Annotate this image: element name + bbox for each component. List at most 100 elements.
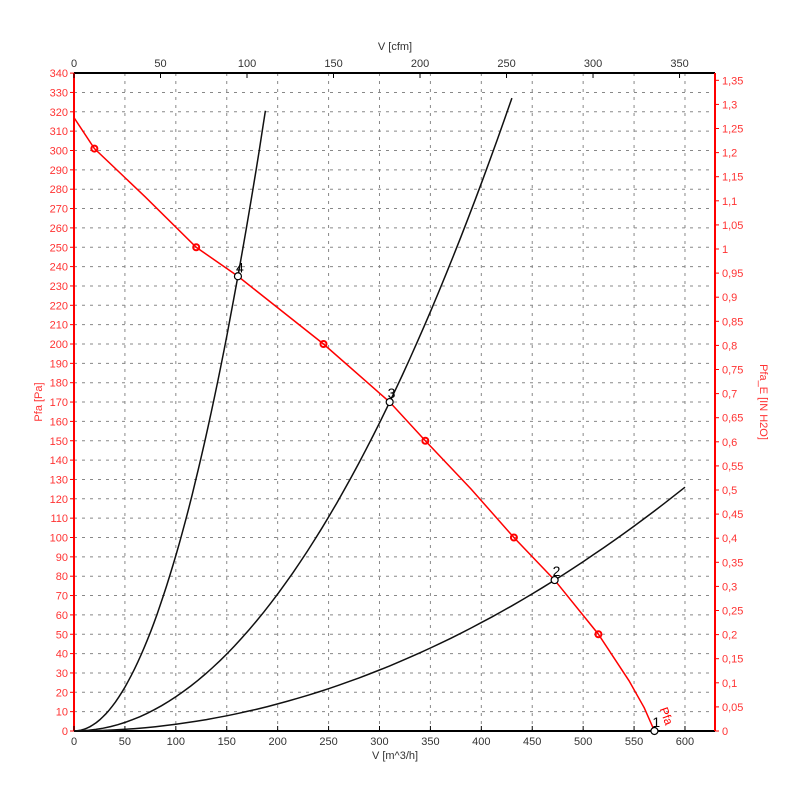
y2-tick-label: 0,6 (722, 437, 737, 449)
operating-point (385, 397, 394, 407)
y-tick-label: 300 (50, 146, 68, 158)
y-tick-label: 180 (50, 378, 68, 390)
fan-curve-marker (421, 436, 430, 445)
y2-tick-label: 0,7 (722, 389, 737, 401)
y-tick-label: 70 (56, 591, 68, 603)
x2-tick-label: 250 (497, 58, 515, 70)
y2-tick-label: 1,2 (722, 148, 737, 160)
y-tick-label: 320 (50, 107, 68, 119)
y2-tick-label: 0,3 (722, 581, 737, 593)
x-tick-label: 500 (574, 736, 592, 748)
x-tick-label: 450 (523, 736, 541, 748)
y-tick-label: 340 (50, 68, 68, 80)
x-tick-label: 100 (167, 736, 185, 748)
operating-point-label: 4 (236, 259, 244, 275)
y2-tick-label: 0,65 (722, 413, 743, 425)
y-tick-label: 250 (50, 242, 68, 254)
y-tick-label: 160 (50, 416, 68, 428)
y-tick-label: 330 (50, 87, 68, 99)
y2-tick-label: 0,5 (722, 485, 737, 497)
y2-tick-label: 0,75 (722, 365, 743, 377)
y2-tick-label: 0,1 (722, 678, 737, 690)
x-tick-label: 550 (625, 736, 643, 748)
system-curve-2 (73, 486, 686, 732)
x2-tick-label: 300 (584, 58, 602, 70)
operating-point (233, 272, 243, 281)
x2-tick-label: 100 (238, 58, 256, 70)
y-tick-label: 0 (62, 726, 68, 738)
y-tick-label: 310 (50, 126, 68, 138)
y-tick-label: 60 (56, 610, 68, 622)
y2-tick-label: 0,4 (722, 533, 737, 545)
y-tick-label: 230 (50, 281, 68, 293)
y2-tick-label: 0,85 (722, 316, 743, 328)
y-tick-label: 260 (50, 223, 68, 235)
y-tick-label: 100 (50, 533, 68, 545)
y2-tick-label: 1,3 (722, 99, 737, 111)
y2-tick-label: 1,05 (722, 220, 743, 232)
y-tick-label: 150 (50, 436, 68, 448)
operating-point (650, 726, 659, 736)
y-tick-label: 170 (50, 397, 68, 409)
fan-curve-label: Pfa (657, 705, 676, 727)
y2-tick-label: 0,25 (722, 606, 743, 618)
y2-tick-label: 1,1 (722, 196, 737, 208)
x-tick-label: 400 (472, 736, 490, 748)
y-tick-label: 220 (50, 300, 68, 312)
x2-tick-label: 50 (154, 58, 166, 70)
x-tick-label: 50 (119, 736, 131, 748)
x2-tick-label: 350 (670, 58, 688, 70)
y2-tick-label: 0,9 (722, 292, 737, 304)
y-tick-label: 240 (50, 262, 68, 274)
y-tick-label: 120 (50, 494, 68, 506)
x2-tick-label: 200 (411, 58, 429, 70)
system-curve-4 (73, 110, 267, 732)
y2-tick-label: 0,35 (722, 557, 743, 569)
y-tick-label: 50 (56, 629, 68, 641)
y2-tick-label: 0,95 (722, 268, 743, 280)
x-tick-label: 600 (676, 736, 694, 748)
fan-curve-marker (594, 630, 603, 639)
y2-tick-label: 0,55 (722, 461, 743, 473)
fan-curve-marker (90, 144, 99, 153)
y-tick-label: 270 (50, 204, 68, 216)
y-tick-label: 20 (56, 687, 68, 699)
operating-point-label: 3 (388, 385, 396, 401)
y-tick-label: 140 (50, 455, 68, 467)
operating-point-label: 2 (553, 563, 561, 579)
fan-curve-marker (509, 533, 518, 542)
y2-axis-label: Pfa_E [IN H2O] (757, 364, 769, 440)
y-tick-label: 10 (56, 707, 68, 719)
x-tick-label: 150 (218, 736, 236, 748)
y2-tick-label: 1,15 (722, 172, 743, 184)
x-tick-label: 250 (319, 736, 337, 748)
y2-tick-label: 0,15 (722, 654, 743, 666)
y2-tick-label: 0,2 (722, 630, 737, 642)
fan-curve-marker (192, 243, 201, 252)
y-tick-label: 130 (50, 474, 68, 486)
y-tick-label: 40 (56, 649, 68, 661)
fan-curve-marker (319, 340, 328, 348)
y-tick-label: 30 (56, 668, 68, 680)
y-tick-label: 200 (50, 339, 68, 351)
y2-tick-label: 1,35 (722, 75, 743, 87)
system-curve-3 (73, 97, 513, 732)
y2-tick-label: 0,8 (722, 340, 737, 352)
y2-tick-label: 1,25 (722, 124, 743, 136)
y-tick-label: 90 (56, 552, 68, 564)
x-tick-label: 0 (71, 736, 77, 748)
y-tick-label: 210 (50, 320, 68, 332)
x2-axis-label: V [cfm] (378, 41, 412, 53)
y-tick-label: 110 (50, 513, 68, 525)
y-tick-label: 80 (56, 571, 68, 583)
x2-tick-label: 0 (71, 58, 77, 70)
y-tick-label: 290 (50, 165, 68, 177)
operating-point (550, 575, 559, 585)
y-tick-label: 280 (50, 184, 68, 196)
fan-curve-line (73, 117, 656, 732)
x-tick-label: 200 (268, 736, 286, 748)
y-tick-label: 190 (50, 358, 68, 370)
x-axis-label: V [m^3/h] (372, 750, 418, 762)
